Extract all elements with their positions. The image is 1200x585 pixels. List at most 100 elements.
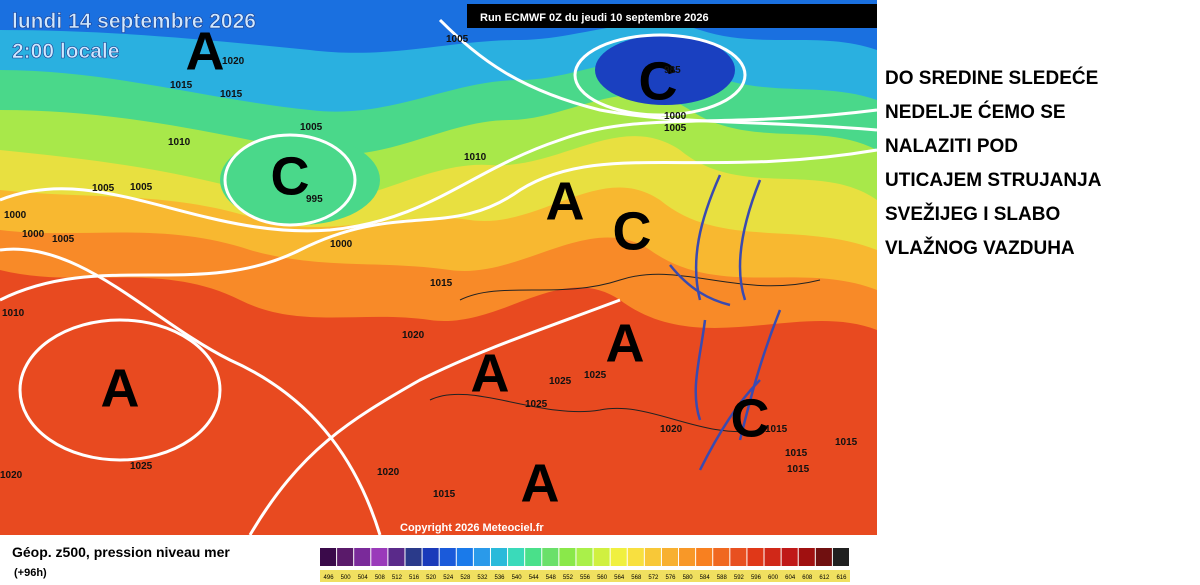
isobar-label: 1020: [402, 330, 425, 341]
legend-lead: (+96h): [14, 567, 47, 579]
scale-label: 560: [597, 575, 608, 581]
isobar-label: 1000: [664, 111, 687, 122]
scale-label: 604: [785, 575, 796, 581]
scale-label: 600: [768, 575, 779, 581]
center-letter: A: [186, 21, 225, 81]
isobar-label: 1020: [222, 56, 245, 67]
center-letter: C: [639, 51, 678, 111]
scale-swatch: [559, 548, 576, 566]
scale-label: 612: [819, 575, 830, 581]
center-letter: C: [613, 201, 652, 261]
isobar-label: 1025: [584, 370, 607, 381]
scale-swatch: [679, 548, 696, 566]
scale-swatch: [405, 548, 422, 566]
scale-swatch: [320, 548, 337, 566]
scale-swatch: [456, 548, 473, 566]
isobar-label: 1025: [525, 399, 548, 410]
scale-swatch: [576, 548, 593, 566]
scale-label: 504: [358, 575, 369, 581]
scale-swatch: [542, 548, 559, 566]
scale-swatch: [490, 548, 508, 566]
scale-swatch: [371, 548, 388, 566]
scale-swatch: [473, 548, 490, 566]
scale-label: 536: [495, 575, 506, 581]
isobar-label: 995: [306, 194, 323, 205]
center-letter: A: [606, 313, 645, 373]
scale-swatch: [508, 548, 525, 566]
scale-swatch: [354, 548, 371, 566]
scale-label: 588: [717, 575, 728, 581]
note-line: UTICAJEM STRUJANJA: [885, 170, 1102, 191]
legend-title: Géop. z500, pression niveau mer: [12, 544, 230, 560]
scale-label: 556: [580, 575, 591, 581]
isobar-label: 1015: [787, 464, 810, 475]
run-label: Run ECMWF 0Z du jeudi 10 septembre 2026: [480, 12, 709, 24]
scale-label: 524: [443, 575, 454, 581]
scale-label: 608: [802, 575, 813, 581]
run-box: [467, 4, 877, 28]
scale-swatch: [439, 548, 456, 566]
isobar-label: 1025: [549, 376, 572, 387]
scale-swatch: [696, 548, 713, 566]
scale-swatch: [610, 548, 627, 566]
scale-swatch: [661, 548, 679, 566]
isobar-label: 1005: [446, 34, 469, 45]
isobar-label: 985: [664, 65, 681, 76]
scale-label: 552: [563, 575, 574, 581]
note-line: DO SREDINE SLEDEĆE: [885, 67, 1098, 89]
center-letter: A: [471, 343, 510, 403]
isobar-labels: 1005 1020 1015 1015 1005 1010 1010 1005 1005 995 1…: [0, 34, 858, 500]
isobar-label: 1010: [2, 308, 25, 319]
scale-swatch: [644, 548, 661, 566]
isobar-label: 1020: [660, 424, 683, 435]
scale-label: 576: [665, 575, 676, 581]
scale-label: 512: [392, 575, 403, 581]
isobar-label: 1015: [785, 448, 808, 459]
center-letter: A: [101, 358, 140, 418]
scale-label: 496: [324, 575, 335, 581]
scale-swatch: [764, 548, 781, 566]
scale-swatch: [388, 548, 405, 566]
scale-label: 508: [375, 575, 386, 581]
color-scale: 496 500 504 508 512 516 520 524 528 532 536 540 544 5…: [320, 548, 850, 582]
isobar-label: 1015: [765, 424, 788, 435]
isobar-label: 1005: [664, 123, 687, 134]
isobar-label: 1015: [430, 278, 453, 289]
scale-swatch: [713, 548, 730, 566]
scale-swatch: [798, 548, 815, 566]
isobar-label: 1015: [433, 489, 456, 500]
isobar-label: 1020: [377, 467, 400, 478]
scale-strip: [320, 570, 850, 582]
scale-swatch: [337, 548, 354, 566]
note: DO SREDINE SLEDEĆE NEDELJE ĆEMO SE NALAZIT…: [885, 67, 1102, 259]
scale-swatch: [815, 548, 832, 566]
note-line: VLAŽNOG VAZDUHA: [885, 237, 1075, 259]
isobar-label: 1010: [168, 137, 191, 148]
scale-swatch: [422, 548, 439, 566]
scale-label: 616: [836, 575, 847, 581]
scale-label: 564: [614, 575, 625, 581]
isobar-label: 1000: [22, 229, 45, 240]
scale-swatch: [730, 548, 747, 566]
scale-label: 592: [734, 575, 745, 581]
note-line: NALAZITI POD: [885, 136, 1018, 157]
isobar-label: 1025: [130, 461, 153, 472]
isobar-label: 1005: [300, 122, 323, 133]
scale-swatch: [781, 548, 798, 566]
isobar-label: 1015: [835, 437, 858, 448]
isobar-label: 1020: [0, 470, 23, 481]
center-letter: C: [271, 146, 310, 206]
scale-label: 584: [700, 575, 711, 581]
scale-label: 580: [683, 575, 694, 581]
scale-swatch: [627, 548, 644, 566]
map-time: 2:00 locale: [12, 40, 119, 63]
scale-label: 520: [426, 575, 437, 581]
scale-label: 544: [529, 575, 540, 581]
center-letter: C: [731, 388, 770, 448]
note-line: SVEŽIJEG I SLABO: [885, 203, 1060, 225]
isobar-label: 1000: [330, 239, 353, 250]
map-background: [0, 0, 878, 536]
scale-label: 500: [341, 575, 352, 581]
center-letter: A: [546, 171, 585, 231]
